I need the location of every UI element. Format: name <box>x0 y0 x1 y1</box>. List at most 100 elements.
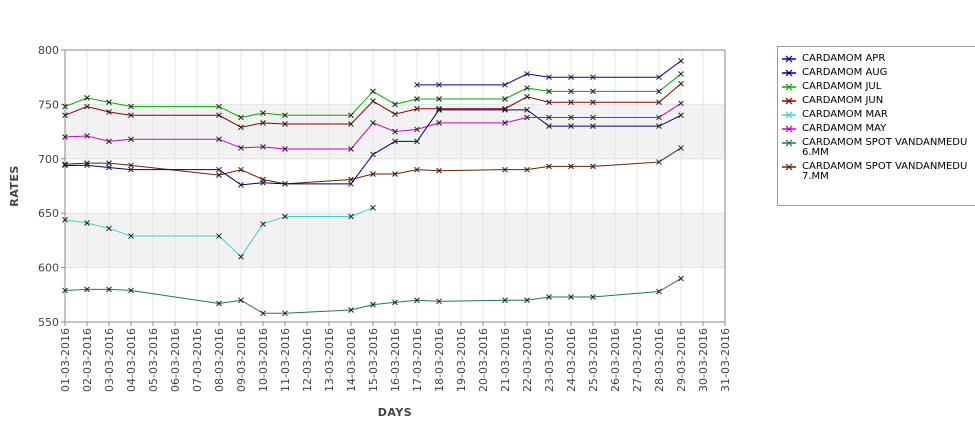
data-point <box>84 162 90 169</box>
data-point <box>370 204 376 211</box>
x-tick-label: 31-03-2016 <box>719 328 732 392</box>
legend-marker <box>782 163 796 171</box>
data-point <box>348 213 354 220</box>
data-point <box>502 166 508 173</box>
data-point <box>392 128 398 135</box>
data-point <box>282 180 288 187</box>
data-point <box>260 120 266 126</box>
x-tick-label: 05-03-2016 <box>147 328 160 392</box>
x-tick-label: 14-03-2016 <box>345 328 358 392</box>
data-point <box>128 166 134 173</box>
data-point <box>62 162 68 169</box>
legend-item: CARDAMOM AUG <box>782 68 975 78</box>
data-point <box>546 99 552 106</box>
y-tick-label: 650 <box>38 207 59 220</box>
data-point <box>348 112 354 119</box>
series-5 <box>62 100 684 152</box>
data-point <box>568 123 574 130</box>
data-point <box>216 233 222 239</box>
data-point <box>62 112 68 119</box>
data-point <box>568 88 574 95</box>
data-point <box>502 81 508 88</box>
data-point <box>414 81 420 88</box>
data-point <box>678 58 684 64</box>
data-point <box>392 299 398 306</box>
legend-marker <box>782 55 796 63</box>
legend-marker <box>782 83 796 91</box>
data-point <box>216 166 222 173</box>
legend-item: CARDAMOM JUL <box>782 82 975 92</box>
data-point <box>656 88 662 95</box>
x-tick-label: 22-03-2016 <box>521 328 534 392</box>
data-point <box>62 103 68 110</box>
data-point <box>238 145 244 151</box>
x-axis-title: DAYS <box>378 406 412 419</box>
x-tick-label: 30-03-2016 <box>697 328 710 392</box>
data-point <box>128 103 134 110</box>
x-tick-label: 13-03-2016 <box>323 328 336 392</box>
y-tick-label: 800 <box>38 44 59 57</box>
data-point <box>106 138 112 145</box>
data-point <box>216 112 222 119</box>
data-point <box>282 121 288 127</box>
x-tick-label: 23-03-2016 <box>543 328 556 392</box>
legend-item: CARDAMOM APR <box>782 54 975 64</box>
data-point <box>502 297 508 304</box>
data-point <box>414 126 420 133</box>
data-point <box>414 138 420 145</box>
data-point <box>414 166 420 173</box>
data-point <box>84 286 90 293</box>
data-point <box>282 213 288 220</box>
data-point <box>62 134 68 140</box>
data-point <box>128 136 134 143</box>
data-point <box>260 179 266 186</box>
y-tick-label: 700 <box>38 153 59 166</box>
data-point <box>84 95 90 101</box>
data-point <box>392 111 398 118</box>
data-point <box>260 110 266 116</box>
data-point <box>62 161 68 168</box>
data-point <box>106 160 112 167</box>
data-point <box>106 286 112 293</box>
data-point <box>678 71 684 77</box>
data-point <box>524 106 530 113</box>
legend-label: CARDAMOM SPOT VANDANMEDU 6.MM <box>802 137 968 158</box>
data-point <box>282 112 288 119</box>
data-point <box>392 171 398 177</box>
x-tick-label: 02-03-2016 <box>81 328 94 392</box>
data-point <box>370 88 376 95</box>
x-tick-label: 25-03-2016 <box>587 328 600 392</box>
data-point <box>370 151 376 158</box>
y-axis-title: RATES <box>8 165 21 207</box>
data-point <box>128 287 134 294</box>
y-tick-label: 550 <box>38 316 59 329</box>
data-point <box>260 143 266 150</box>
legend-item: CARDAMOM MAY <box>782 124 975 134</box>
legend-label: CARDAMOM SPOT VANDANMEDU 7.MM <box>802 161 968 182</box>
x-tick-label: 09-03-2016 <box>235 328 248 392</box>
legend-item: CARDAMOM SPOT VANDANMEDU 6.MM <box>782 138 975 158</box>
data-point <box>568 99 574 106</box>
data-point <box>546 114 552 121</box>
series-line <box>64 102 682 150</box>
data-point <box>590 74 596 81</box>
x-tick-label: 16-03-2016 <box>389 328 402 392</box>
data-point <box>524 166 530 173</box>
data-point <box>106 109 112 115</box>
data-point <box>238 253 244 260</box>
legend-label: CARDAMOM AUG <box>802 67 888 78</box>
series-3 <box>62 80 684 131</box>
x-tick-label: 19-03-2016 <box>455 328 468 392</box>
data-point <box>392 101 398 108</box>
data-point <box>524 93 530 100</box>
legend-marker <box>782 69 796 77</box>
x-tick-label: 20-03-2016 <box>477 328 490 392</box>
data-point <box>656 288 662 295</box>
data-point <box>106 225 112 232</box>
data-point <box>436 106 442 113</box>
data-point <box>128 162 134 169</box>
data-point <box>348 146 354 152</box>
series-8 <box>62 106 442 188</box>
y-tick-label: 600 <box>38 262 59 275</box>
